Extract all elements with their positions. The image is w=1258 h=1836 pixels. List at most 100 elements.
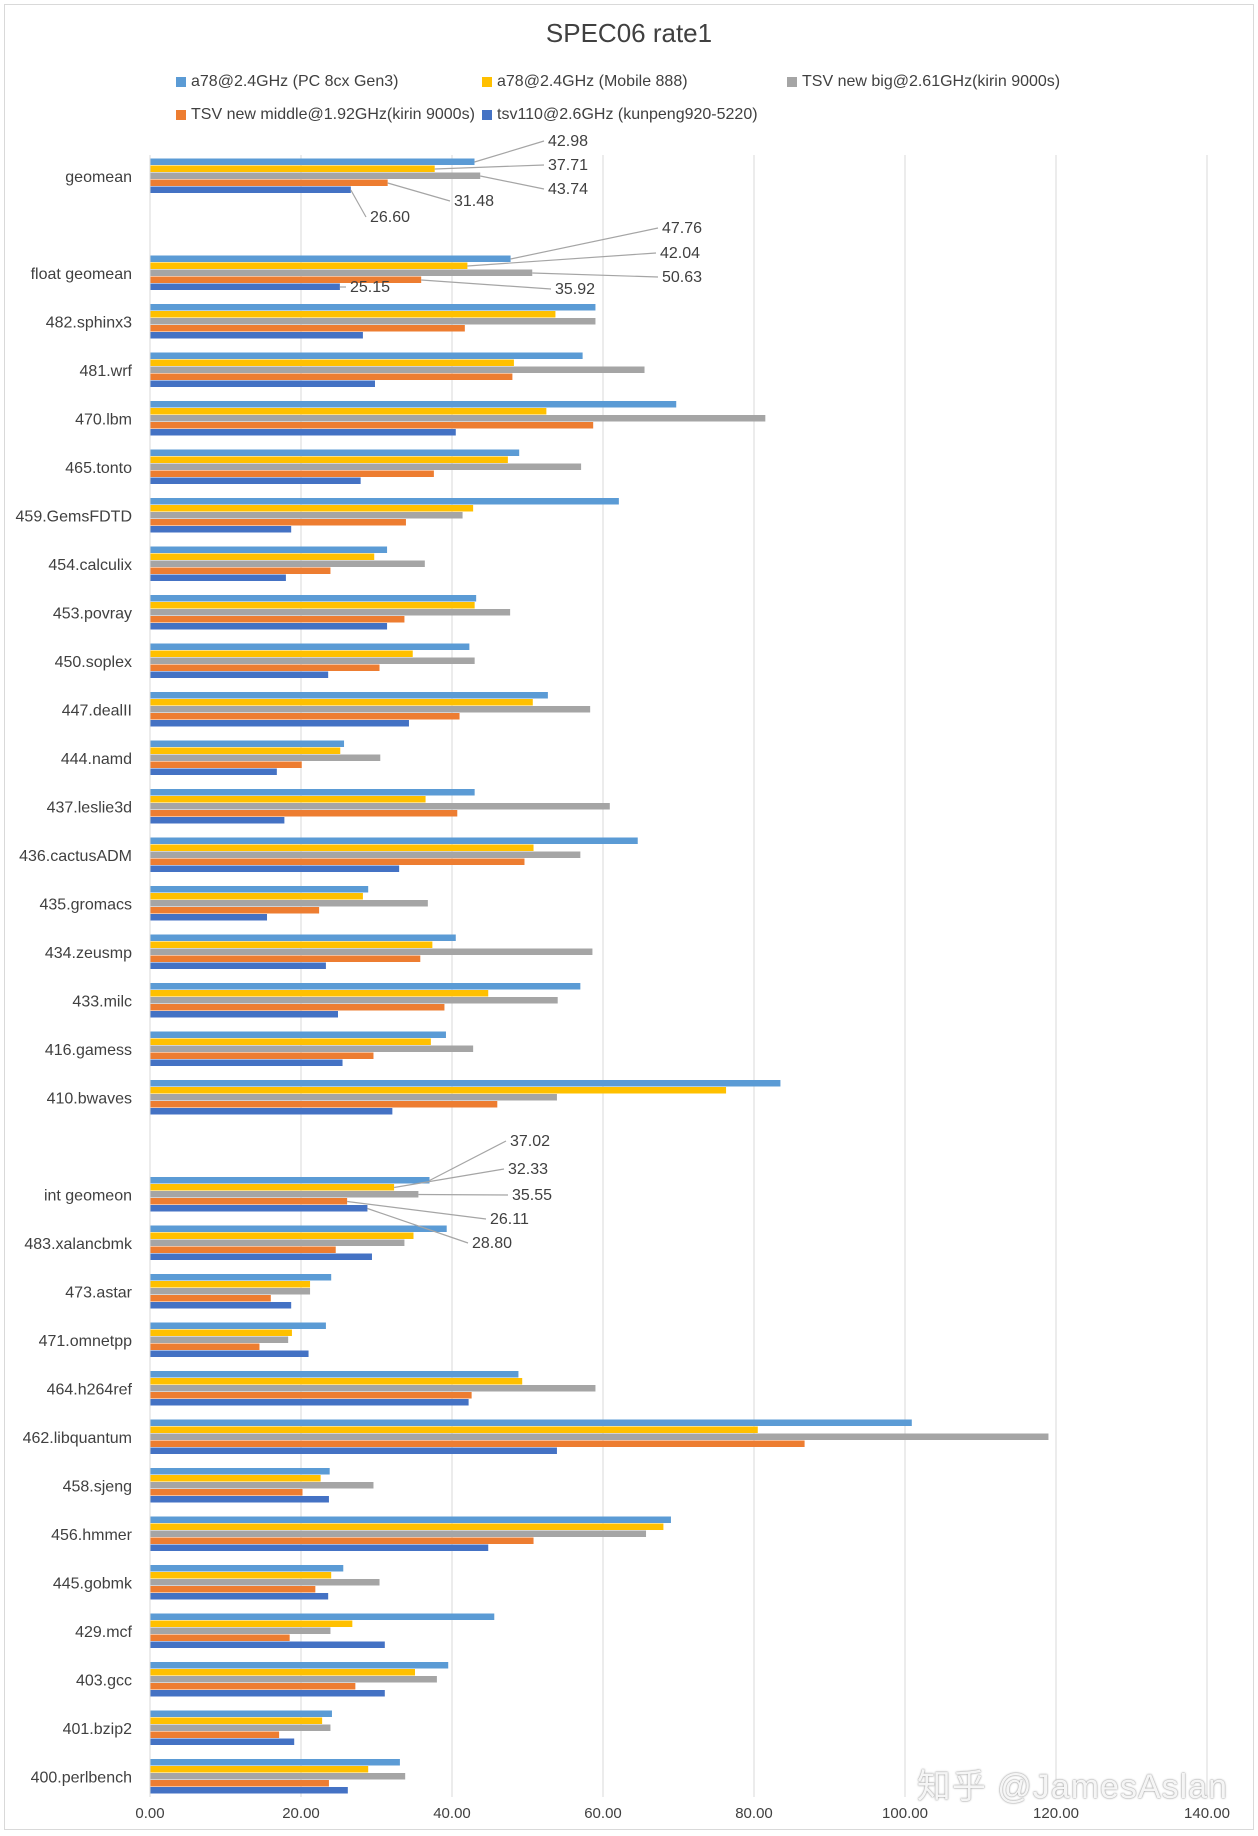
bar-482-sphinx3-a78_mobile — [150, 311, 556, 318]
leader-line-geomean-tsv110 — [350, 189, 367, 218]
bar-int-geomeon-tsv_middle — [150, 1198, 348, 1205]
category-label-470-lbm: 470.lbm — [75, 412, 132, 429]
data-label-geomean-tsv110: 26.60 — [370, 209, 410, 226]
bar-444-namd-a78_pc — [150, 740, 345, 747]
bar-433-milc-a78_pc — [150, 983, 581, 990]
bar-401-bzip2-a78_mobile — [150, 1717, 323, 1724]
category-label-456-hmmer: 456.hmmer — [51, 1527, 133, 1544]
legend-item-tsv-middle: TSV new middle@1.92GHz(kirin 9000s) — [176, 106, 475, 124]
category-label-482-sphinx3: 482.sphinx3 — [46, 315, 132, 332]
bar-434-zeusmp-tsv_middle — [150, 955, 421, 962]
category-label-483-xalancbmk: 483.xalancbmk — [24, 1236, 133, 1253]
bar-483-xalancbmk-a78_pc — [150, 1225, 447, 1232]
leader-line-geomean-tsv_middle — [387, 182, 451, 202]
category-label-437-leslie3d: 437.leslie3d — [47, 800, 132, 817]
bar-465-tonto-tsv_big — [150, 463, 582, 470]
bar-435-gromacs-a78_mobile — [150, 893, 363, 900]
bar-445-gobmk-a78_mobile — [150, 1572, 332, 1579]
bar-462-libquantum-a78_pc — [150, 1419, 912, 1426]
category-label-471-omnetpp: 471.omnetpp — [39, 1333, 133, 1350]
bar-473-astar-a78_pc — [150, 1274, 332, 1281]
x-tick-label-3: 60.00 — [584, 1805, 622, 1822]
bar-453-povray-tsv_middle — [150, 616, 405, 623]
bar-482-sphinx3-tsv_middle — [150, 325, 465, 332]
category-label-453-povray: 453.povray — [53, 606, 132, 623]
bar-458-sjeng-tsv110 — [150, 1496, 329, 1503]
bar-403-gcc-a78_pc — [150, 1662, 449, 1669]
leader-line-float-geomean-a78_mobile — [467, 252, 657, 267]
x-tick-label-5: 100.00 — [882, 1805, 928, 1822]
category-label-434-zeusmp: 434.zeusmp — [45, 945, 132, 962]
bar-482-sphinx3-tsv110 — [150, 332, 363, 339]
legend-label-tsv-big: TSV new big@2.61GHz(kirin 9000s) — [802, 73, 1061, 90]
category-label-436-cactusadm: 436.cactusADM — [19, 848, 132, 865]
x-tick-label-7: 140.00 — [1184, 1805, 1230, 1822]
x-tick-label-0: 0.00 — [135, 1805, 164, 1822]
legend-label-a78-mobile: a78@2.4GHz (Mobile 888) — [497, 73, 688, 90]
bar-float-geomean-tsv110 — [150, 283, 340, 290]
bar-float-geomean-tsv_big — [150, 269, 533, 276]
leader-line-int-geomeon-a78_mobile — [393, 1168, 505, 1189]
bar-geomean-tsv_big — [150, 172, 481, 179]
legend-label-a78-pc: a78@2.4GHz (PC 8cx Gen3) — [191, 73, 399, 90]
bar-470-lbm-a78_pc — [150, 401, 677, 408]
bar-454-calculix-a78_pc — [150, 546, 388, 553]
bar-437-leslie3d-a78_pc — [150, 789, 475, 796]
category-label-401-bzip2: 401.bzip2 — [63, 1721, 132, 1738]
leader-line-int-geomeon-tsv_middle — [347, 1200, 487, 1220]
bar-403-gcc-tsv110 — [150, 1690, 385, 1697]
data-label-geomean-tsv_middle: 31.48 — [454, 193, 494, 210]
bar-481-wrf-tsv_big — [150, 366, 645, 373]
bar-456-hmmer-tsv_middle — [150, 1537, 534, 1544]
bar-465-tonto-a78_pc — [150, 449, 520, 456]
category-label-403-gcc: 403.gcc — [76, 1673, 132, 1690]
category-label-458-sjeng: 458.sjeng — [63, 1479, 132, 1496]
bar-470-lbm-tsv_big — [150, 415, 766, 422]
bar-464-h264ref-a78_mobile — [150, 1378, 523, 1385]
bar-429-mcf-a78_pc — [150, 1613, 495, 1620]
category-label-float-geomean: float geomean — [31, 266, 132, 283]
legend-swatch-tsv-middle — [176, 110, 186, 120]
data-label-geomean-a78_mobile: 37.71 — [548, 157, 588, 174]
bar-464-h264ref-a78_pc — [150, 1371, 519, 1378]
bar-434-zeusmp-tsv110 — [150, 962, 326, 969]
bar-459-gemsfdtd-tsv_big — [150, 512, 463, 519]
bar-483-xalancbmk-a78_mobile — [150, 1232, 414, 1239]
bar-float-geomean-a78_pc — [150, 255, 511, 262]
bar-450-soplex-a78_mobile — [150, 650, 413, 657]
leader-line-geomean-a78_mobile — [434, 164, 545, 170]
bar-450-soplex-a78_pc — [150, 643, 470, 650]
bar-459-gemsfdtd-a78_mobile — [150, 505, 474, 512]
bar-403-gcc-a78_mobile — [150, 1669, 416, 1676]
leader-line-float-geomean-tsv_middle — [421, 279, 552, 290]
bar-int-geomeon-a78_mobile — [150, 1184, 395, 1191]
category-label-447-dealii: 447.dealII — [62, 703, 132, 720]
bar-416-gamess-tsv110 — [150, 1059, 343, 1066]
bar-456-hmmer-tsv110 — [150, 1544, 489, 1551]
bar-int-geomeon-tsv110 — [150, 1205, 368, 1212]
bar-int-geomeon-tsv_big — [150, 1191, 419, 1198]
bar-453-povray-a78_pc — [150, 595, 477, 602]
bar-450-soplex-tsv_big — [150, 657, 475, 664]
leader-line-int-geomeon-tsv110 — [367, 1207, 469, 1244]
bar-471-omnetpp-a78_mobile — [150, 1329, 292, 1336]
bar-456-hmmer-a78_pc — [150, 1516, 671, 1523]
data-label-int-geomeon-a78_pc: 37.02 — [510, 1133, 550, 1150]
bar-geomean-tsv110 — [150, 186, 351, 193]
legend-item-tsv-big: TSV new big@2.61GHz(kirin 9000s) — [787, 73, 1060, 91]
bar-444-namd-a78_mobile — [150, 747, 341, 754]
bar-462-libquantum-tsv110 — [150, 1447, 557, 1454]
bar-483-xalancbmk-tsv_big — [150, 1239, 405, 1246]
legend-swatch-tsv-big — [787, 77, 797, 87]
bar-437-leslie3d-tsv_middle — [150, 810, 458, 817]
bar-458-sjeng-a78_pc — [150, 1468, 330, 1475]
bar-481-wrf-tsv_middle — [150, 373, 513, 380]
category-label-450-soplex: 450.soplex — [55, 654, 132, 671]
bar-429-mcf-a78_mobile — [150, 1620, 353, 1627]
bar-400-perlbench-a78_pc — [150, 1759, 400, 1766]
category-label-473-astar: 473.astar — [65, 1285, 132, 1302]
bar-float-geomean-a78_mobile — [150, 262, 468, 269]
bar-403-gcc-tsv_big — [150, 1676, 437, 1683]
bar-462-libquantum-tsv_big — [150, 1433, 1049, 1440]
bar-464-h264ref-tsv_big — [150, 1385, 596, 1392]
